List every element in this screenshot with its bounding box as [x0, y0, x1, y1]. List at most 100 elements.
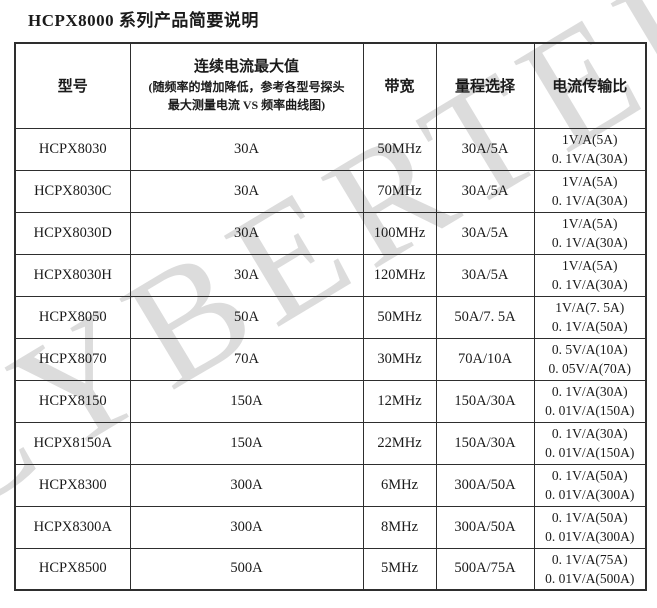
cell-ratio: 0. 1V/A(75A) 0. 01V/A(500A)	[533, 547, 647, 591]
cell-model: HCPX8300	[14, 463, 131, 507]
cell-model: HCPX8500	[14, 547, 131, 591]
table-row: HCPX8030 30A 50MHz 30A/5A 1V/A(5A) 0. 1V/…	[14, 127, 647, 171]
ratio-line: 0. 01V/A(300A)	[545, 487, 635, 502]
table-row: HCPX8030C 30A 70MHz 30A/5A 1V/A(5A) 0. 1V…	[14, 169, 647, 213]
cell-model: HCPX8150A	[14, 421, 131, 465]
ratio-line: 1V/A(5A)	[562, 174, 618, 189]
header-max-current-sub2: 最大测量电流 VS 频率曲线图)	[133, 97, 361, 113]
cell-range: 500A/75A	[435, 547, 535, 591]
cell-range: 70A/10A	[435, 337, 535, 381]
cell-model: HCPX8300A	[14, 505, 131, 549]
cell-range: 300A/50A	[435, 463, 535, 507]
ratio-line: 0. 1V/A(50A)	[551, 468, 628, 483]
table-row: HCPX8150A 150A 22MHz 150A/30A 0. 1V/A(30…	[14, 421, 647, 465]
cell-bandwidth: 6MHz	[362, 463, 437, 507]
cell-max-current: 300A	[129, 505, 364, 549]
cell-max-current: 500A	[129, 547, 364, 591]
cell-max-current: 30A	[129, 253, 364, 297]
ratio-line: 1V/A(5A)	[562, 216, 618, 231]
cell-bandwidth: 30MHz	[362, 337, 437, 381]
cell-bandwidth: 50MHz	[362, 127, 437, 171]
ratio-line: 1V/A(5A)	[562, 258, 618, 273]
table-row: HCPX8070 70A 30MHz 70A/10A 0. 5V/A(10A) 0…	[14, 337, 647, 381]
cell-model: HCPX8150	[14, 379, 131, 423]
header-max-current-title: 连续电流最大值	[193, 59, 299, 76]
cell-max-current: 30A	[129, 127, 364, 171]
table-row: HCPX8300 300A 6MHz 300A/50A 0. 1V/A(50A)…	[14, 463, 647, 507]
cell-model: HCPX8070	[14, 337, 131, 381]
cell-max-current: 150A	[129, 379, 364, 423]
header-max-current-sub1: (随频率的增加降低，参考各型号探头	[148, 80, 345, 95]
cell-bandwidth: 5MHz	[362, 547, 437, 591]
ratio-line: 0. 1V/A(30A)	[551, 193, 628, 208]
cell-max-current: 70A	[129, 337, 364, 381]
cell-range: 30A/5A	[435, 211, 535, 255]
ratio-line: 1V/A(5A)	[562, 132, 618, 147]
table-row: HCPX8030D 30A 100MHz 30A/5A 1V/A(5A) 0. 1…	[14, 211, 647, 255]
ratio-line: 0. 05V/A(70A)	[548, 361, 632, 376]
ratio-line: 0. 1V/A(30A)	[551, 235, 628, 250]
ratio-line: 0. 01V/A(500A)	[545, 570, 635, 586]
cell-range: 30A/5A	[435, 127, 535, 171]
ratio-line: 0. 1V/A(30A)	[551, 426, 628, 441]
ratio-line: 0. 1V/A(30A)	[551, 277, 628, 292]
page-title: HCPX8000 系列产品简要说明	[28, 11, 259, 30]
cell-ratio: 0. 1V/A(50A) 0. 01V/A(300A)	[533, 463, 647, 507]
table-row: HCPX8030H 30A 120MHz 30A/5A 1V/A(5A) 0. 1…	[14, 253, 647, 297]
cell-ratio: 1V/A(5A) 0. 1V/A(30A)	[533, 253, 647, 297]
header-bandwidth: 带宽	[362, 42, 437, 129]
table-row: HCPX8150 150A 12MHz 150A/30A 0. 1V/A(30A…	[14, 379, 647, 423]
vs-label: VS	[242, 98, 259, 113]
cell-max-current: 30A	[129, 169, 364, 213]
cell-ratio: 0. 1V/A(30A) 0. 01V/A(150A)	[533, 421, 647, 465]
cell-max-current: 30A	[129, 211, 364, 255]
table-row: HCPX8500 500A 5MHz 500A/75A 0. 1V/A(75A)…	[14, 547, 647, 591]
header-sub2-before: 最大测量电流	[167, 98, 243, 113]
ratio-line: 0. 5V/A(10A)	[551, 342, 628, 357]
product-spec-table: 型号 连续电流最大值 (随频率的增加降低，参考各型号探头 最大测量电流 VS 频…	[14, 42, 647, 591]
ratio-line: 0. 1V/A(50A)	[551, 319, 628, 334]
cell-max-current: 150A	[129, 421, 364, 465]
header-range: 量程选择	[435, 42, 535, 129]
cell-bandwidth: 50MHz	[362, 295, 437, 339]
table-row: HCPX8300A 300A 8MHz 300A/50A 0. 1V/A(50A…	[14, 505, 647, 549]
cell-range: 30A/5A	[435, 253, 535, 297]
cell-range: 50A/7. 5A	[435, 295, 535, 339]
cell-bandwidth: 100MHz	[362, 211, 437, 255]
cell-model: HCPX8030H	[14, 253, 131, 297]
header-row: 型号 连续电流最大值 (随频率的增加降低，参考各型号探头 最大测量电流 VS 频…	[14, 42, 647, 129]
cell-max-current: 50A	[129, 295, 364, 339]
cell-ratio: 1V/A(7. 5A) 0. 1V/A(50A)	[533, 295, 647, 339]
cell-model: HCPX8050	[14, 295, 131, 339]
ratio-line: 0. 01V/A(150A)	[545, 445, 635, 460]
ratio-line: 0. 01V/A(150A)	[545, 403, 635, 418]
cell-bandwidth: 12MHz	[362, 379, 437, 423]
ratio-line: 0. 1V/A(75A)	[551, 551, 628, 567]
header-ratio: 电流传输比	[533, 42, 647, 129]
table-row: HCPX8050 50A 50MHz 50A/7. 5A 1V/A(7. 5A)…	[14, 295, 647, 339]
cell-max-current: 300A	[129, 463, 364, 507]
ratio-line: 1V/A(7. 5A)	[555, 300, 625, 315]
ratio-line: 0. 1V/A(30A)	[551, 151, 628, 166]
cell-range: 30A/5A	[435, 169, 535, 213]
cell-bandwidth: 22MHz	[362, 421, 437, 465]
cell-model: HCPX8030D	[14, 211, 131, 255]
cell-ratio: 1V/A(5A) 0. 1V/A(30A)	[533, 127, 647, 171]
cell-ratio: 0. 1V/A(30A) 0. 01V/A(150A)	[533, 379, 647, 423]
cell-bandwidth: 70MHz	[362, 169, 437, 213]
cell-ratio: 1V/A(5A) 0. 1V/A(30A)	[533, 211, 647, 255]
cell-ratio: 1V/A(5A) 0. 1V/A(30A)	[533, 169, 647, 213]
cell-range: 150A/30A	[435, 421, 535, 465]
ratio-line: 0. 1V/A(30A)	[551, 384, 628, 399]
header-model: 型号	[14, 42, 131, 129]
cell-range: 150A/30A	[435, 379, 535, 423]
cell-ratio: 0. 5V/A(10A) 0. 05V/A(70A)	[533, 337, 647, 381]
cell-bandwidth: 8MHz	[362, 505, 437, 549]
cell-model: HCPX8030	[14, 127, 131, 171]
header-sub2-after: 频率曲线图)	[258, 98, 326, 113]
cell-ratio: 0. 1V/A(50A) 0. 01V/A(300A)	[533, 505, 647, 549]
cell-bandwidth: 120MHz	[362, 253, 437, 297]
ratio-line: 0. 01V/A(300A)	[545, 529, 635, 544]
header-max-current: 连续电流最大值 (随频率的增加降低，参考各型号探头 最大测量电流 VS 频率曲线…	[129, 42, 364, 129]
